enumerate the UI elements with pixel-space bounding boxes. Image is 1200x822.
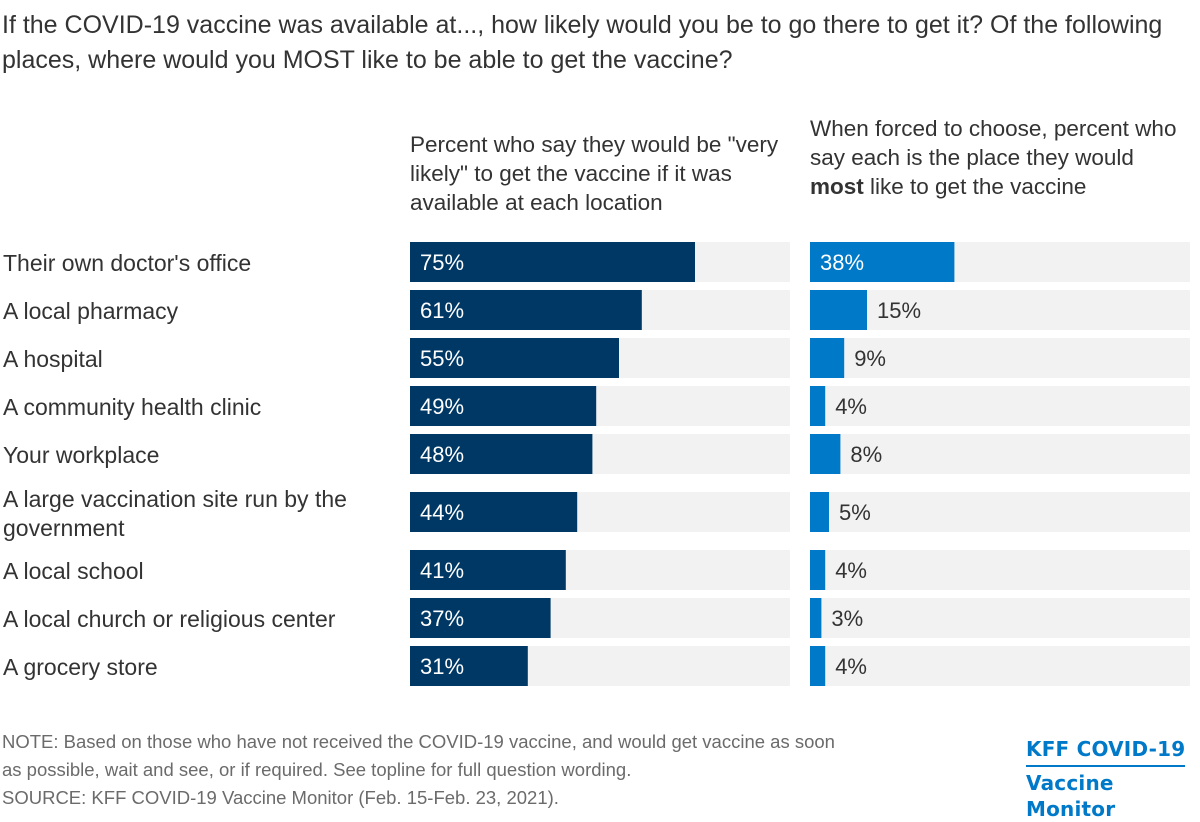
data-label-likely: 49% xyxy=(420,394,464,419)
data-label-likely: 55% xyxy=(420,346,464,371)
bar-most xyxy=(810,242,955,282)
data-label-likely: 37% xyxy=(420,606,464,631)
data-label-most: 4% xyxy=(835,394,867,419)
bar-most xyxy=(810,598,822,638)
column-header-most-text-end: like to get the vaccine xyxy=(863,174,1087,199)
bar-likely xyxy=(410,598,551,638)
column-header-most-emphasis: most xyxy=(810,174,864,199)
category-label: A local school xyxy=(3,558,144,584)
column-header-very-likely: Percent who say they would be "very like… xyxy=(410,132,779,215)
logo-line-1: KFF COVID-19 xyxy=(1026,736,1186,767)
bar-track-most xyxy=(810,386,1190,426)
bar-likely xyxy=(410,492,578,532)
bar-likely xyxy=(410,386,597,426)
bar-likely xyxy=(410,338,619,378)
data-label-likely: 41% xyxy=(420,558,464,583)
data-label-most: 5% xyxy=(839,500,871,525)
bar-likely xyxy=(410,290,642,330)
category-label: A local pharmacy xyxy=(3,298,179,324)
bar-most xyxy=(810,434,841,474)
data-label-most: 15% xyxy=(877,298,921,323)
data-label-most: 3% xyxy=(831,606,863,631)
category-label: A large vaccination site run by the gover… xyxy=(3,486,347,541)
bar-most xyxy=(810,646,826,686)
source-line: SOURCE: KFF COVID-19 Vaccine Monitor (Fe… xyxy=(2,787,559,808)
bar-track-most xyxy=(810,646,1190,686)
note-line: as possible, wait and see, or if require… xyxy=(2,759,632,780)
data-label-most: 4% xyxy=(835,654,867,679)
bar-track-most xyxy=(810,434,1190,474)
logo-line-2: Vaccine Monitor xyxy=(1026,771,1116,821)
category-label-line: A large vaccination site run by the xyxy=(3,486,347,512)
bar-likely xyxy=(410,434,593,474)
data-label-likely: 75% xyxy=(420,250,464,275)
category-label: A grocery store xyxy=(3,654,158,680)
bar-likely xyxy=(410,550,566,590)
kff-logo: KFF COVID-19 Vaccine Monitor xyxy=(1026,736,1198,822)
bar-track-most xyxy=(810,290,1190,330)
data-label-likely: 31% xyxy=(420,654,464,679)
footnote: NOTE: Based on those who have not receiv… xyxy=(2,728,1002,812)
column-header-most-like: When forced to choose, percent who say e… xyxy=(810,114,1190,201)
bar-most xyxy=(810,290,867,330)
bar-most xyxy=(810,338,845,378)
category-label: Their own doctor's office xyxy=(3,250,251,276)
bar-track-most xyxy=(810,550,1190,590)
data-label-likely: 61% xyxy=(420,298,464,323)
bar-most xyxy=(810,492,829,532)
data-label-most: 4% xyxy=(835,558,867,583)
bar-track-most xyxy=(810,492,1190,532)
bar-track-most xyxy=(810,598,1190,638)
chart-title: If the COVID-19 vaccine was available at… xyxy=(2,11,1163,74)
bar-likely xyxy=(410,242,695,282)
bar-likely xyxy=(410,646,528,686)
bar-most xyxy=(810,386,826,426)
data-label-most: 9% xyxy=(854,346,886,371)
data-label-likely: 48% xyxy=(420,442,464,467)
data-label-most: 8% xyxy=(850,442,882,467)
bar-most xyxy=(810,550,826,590)
data-label-most: 38% xyxy=(820,250,864,275)
category-label: Your workplace xyxy=(3,442,159,468)
category-label-line: government xyxy=(3,515,125,541)
note-line: NOTE: Based on those who have not receiv… xyxy=(2,731,835,752)
category-label: A hospital xyxy=(3,346,103,372)
category-label: A community health clinic xyxy=(3,394,261,420)
data-label-likely: 44% xyxy=(420,500,464,525)
category-label: A local church or religious center xyxy=(3,606,336,632)
column-header-most-text-start: When forced to choose, percent who say e… xyxy=(810,116,1177,170)
bar-track-most xyxy=(810,338,1190,378)
